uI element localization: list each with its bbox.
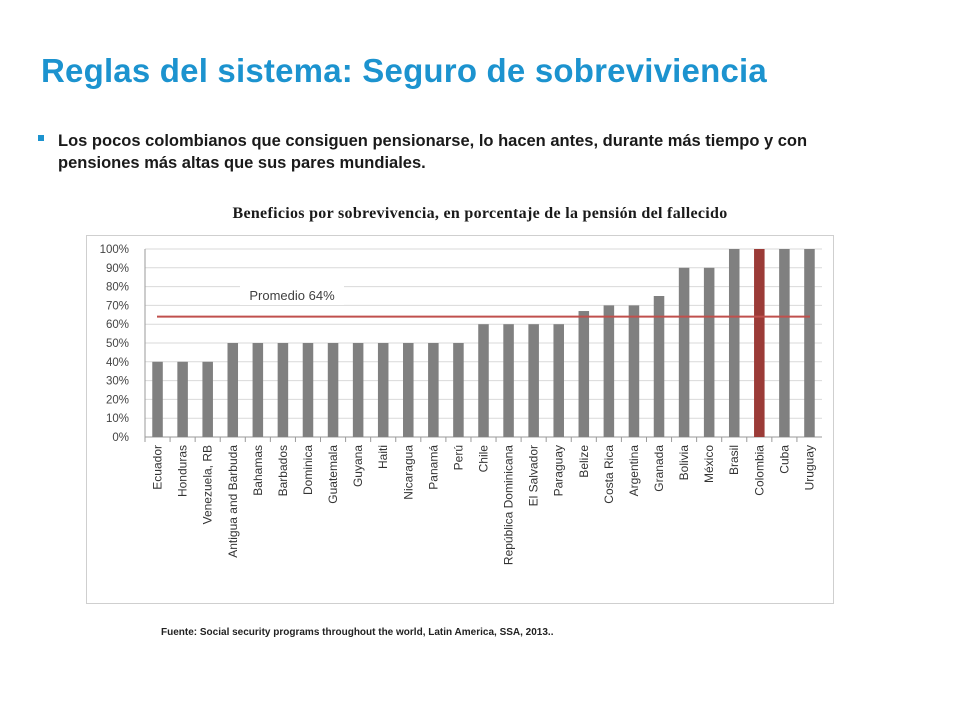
y-tick-label: 10% <box>106 413 129 425</box>
bar <box>503 324 514 437</box>
bar <box>453 343 464 437</box>
category-label: Bolivia <box>677 445 691 481</box>
bar <box>804 249 815 437</box>
source-footnote: Fuente: Social security programs through… <box>161 627 554 638</box>
category-label: Bahamas <box>251 445 265 496</box>
bar <box>277 343 289 437</box>
bar <box>703 267 715 437</box>
bar <box>202 361 213 437</box>
category-label: Granada <box>652 445 666 492</box>
category-label: Nicaragua <box>401 445 415 500</box>
bar <box>779 249 790 437</box>
bar <box>428 343 439 437</box>
bar <box>327 343 339 437</box>
category-label: Cuba <box>777 445 791 474</box>
bullet-marker <box>38 135 44 141</box>
category-label: Paraguay <box>552 445 566 496</box>
category-label: Panamá <box>426 445 440 490</box>
category-label: Dominica <box>301 445 315 495</box>
bar <box>152 361 163 437</box>
category-label: República Dominicana <box>502 445 516 565</box>
category-label: Colombia <box>752 445 766 496</box>
bar <box>403 343 414 437</box>
bar <box>252 343 264 437</box>
category-label: Honduras <box>176 445 190 497</box>
y-tick-label: 20% <box>106 394 129 406</box>
category-label: Guyana <box>351 445 365 487</box>
average-label: Promedio 64% <box>249 288 335 303</box>
category-label: Perú <box>451 445 465 470</box>
bar <box>227 343 239 437</box>
bar <box>754 249 765 437</box>
bar <box>177 361 188 437</box>
bar <box>603 305 615 437</box>
category-label: Brasil <box>727 445 741 475</box>
bar <box>302 343 314 437</box>
slide-title: Reglas del sistema: Seguro de sobrevivie… <box>41 52 767 89</box>
y-tick-label: 50% <box>106 338 129 350</box>
bar <box>528 324 539 437</box>
bar <box>578 311 590 437</box>
chart-title: Beneficios por sobrevivencia, en porcent… <box>232 205 728 222</box>
category-label: Guatemala <box>326 445 340 504</box>
category-label: Venezuela, RB <box>201 445 215 524</box>
average-label-box <box>240 285 344 305</box>
y-tick-label: 0% <box>112 432 129 444</box>
y-tick-label: 40% <box>106 357 129 369</box>
bar <box>352 343 364 437</box>
bar <box>377 343 389 437</box>
category-label: Belize <box>577 445 591 478</box>
bar <box>653 296 665 437</box>
bar <box>728 249 740 437</box>
category-label: Chile <box>477 445 491 473</box>
y-tick-label: 100% <box>100 244 129 256</box>
bar <box>553 324 564 437</box>
category-label: El Salvador <box>527 445 541 506</box>
category-label: Costa Rica <box>602 445 616 504</box>
bar <box>628 305 640 437</box>
bar <box>678 267 690 437</box>
category-label: Argentina <box>627 445 641 497</box>
y-tick-label: 90% <box>106 263 129 275</box>
bullet-text: Los pocos colombianos que consiguen pens… <box>58 132 808 172</box>
category-label: Antigua and Barbuda <box>226 445 240 558</box>
y-tick-label: 80% <box>106 282 129 294</box>
y-tick-label: 60% <box>106 319 129 331</box>
y-tick-label: 30% <box>106 376 129 388</box>
category-label: Ecuador <box>151 445 165 490</box>
y-tick-label: 70% <box>106 300 129 312</box>
category-label: Barbados <box>276 445 290 496</box>
category-label: Uruguay <box>802 445 816 490</box>
category-label: Haiti <box>376 445 390 469</box>
bar <box>478 324 489 437</box>
category-label: México <box>702 445 716 483</box>
